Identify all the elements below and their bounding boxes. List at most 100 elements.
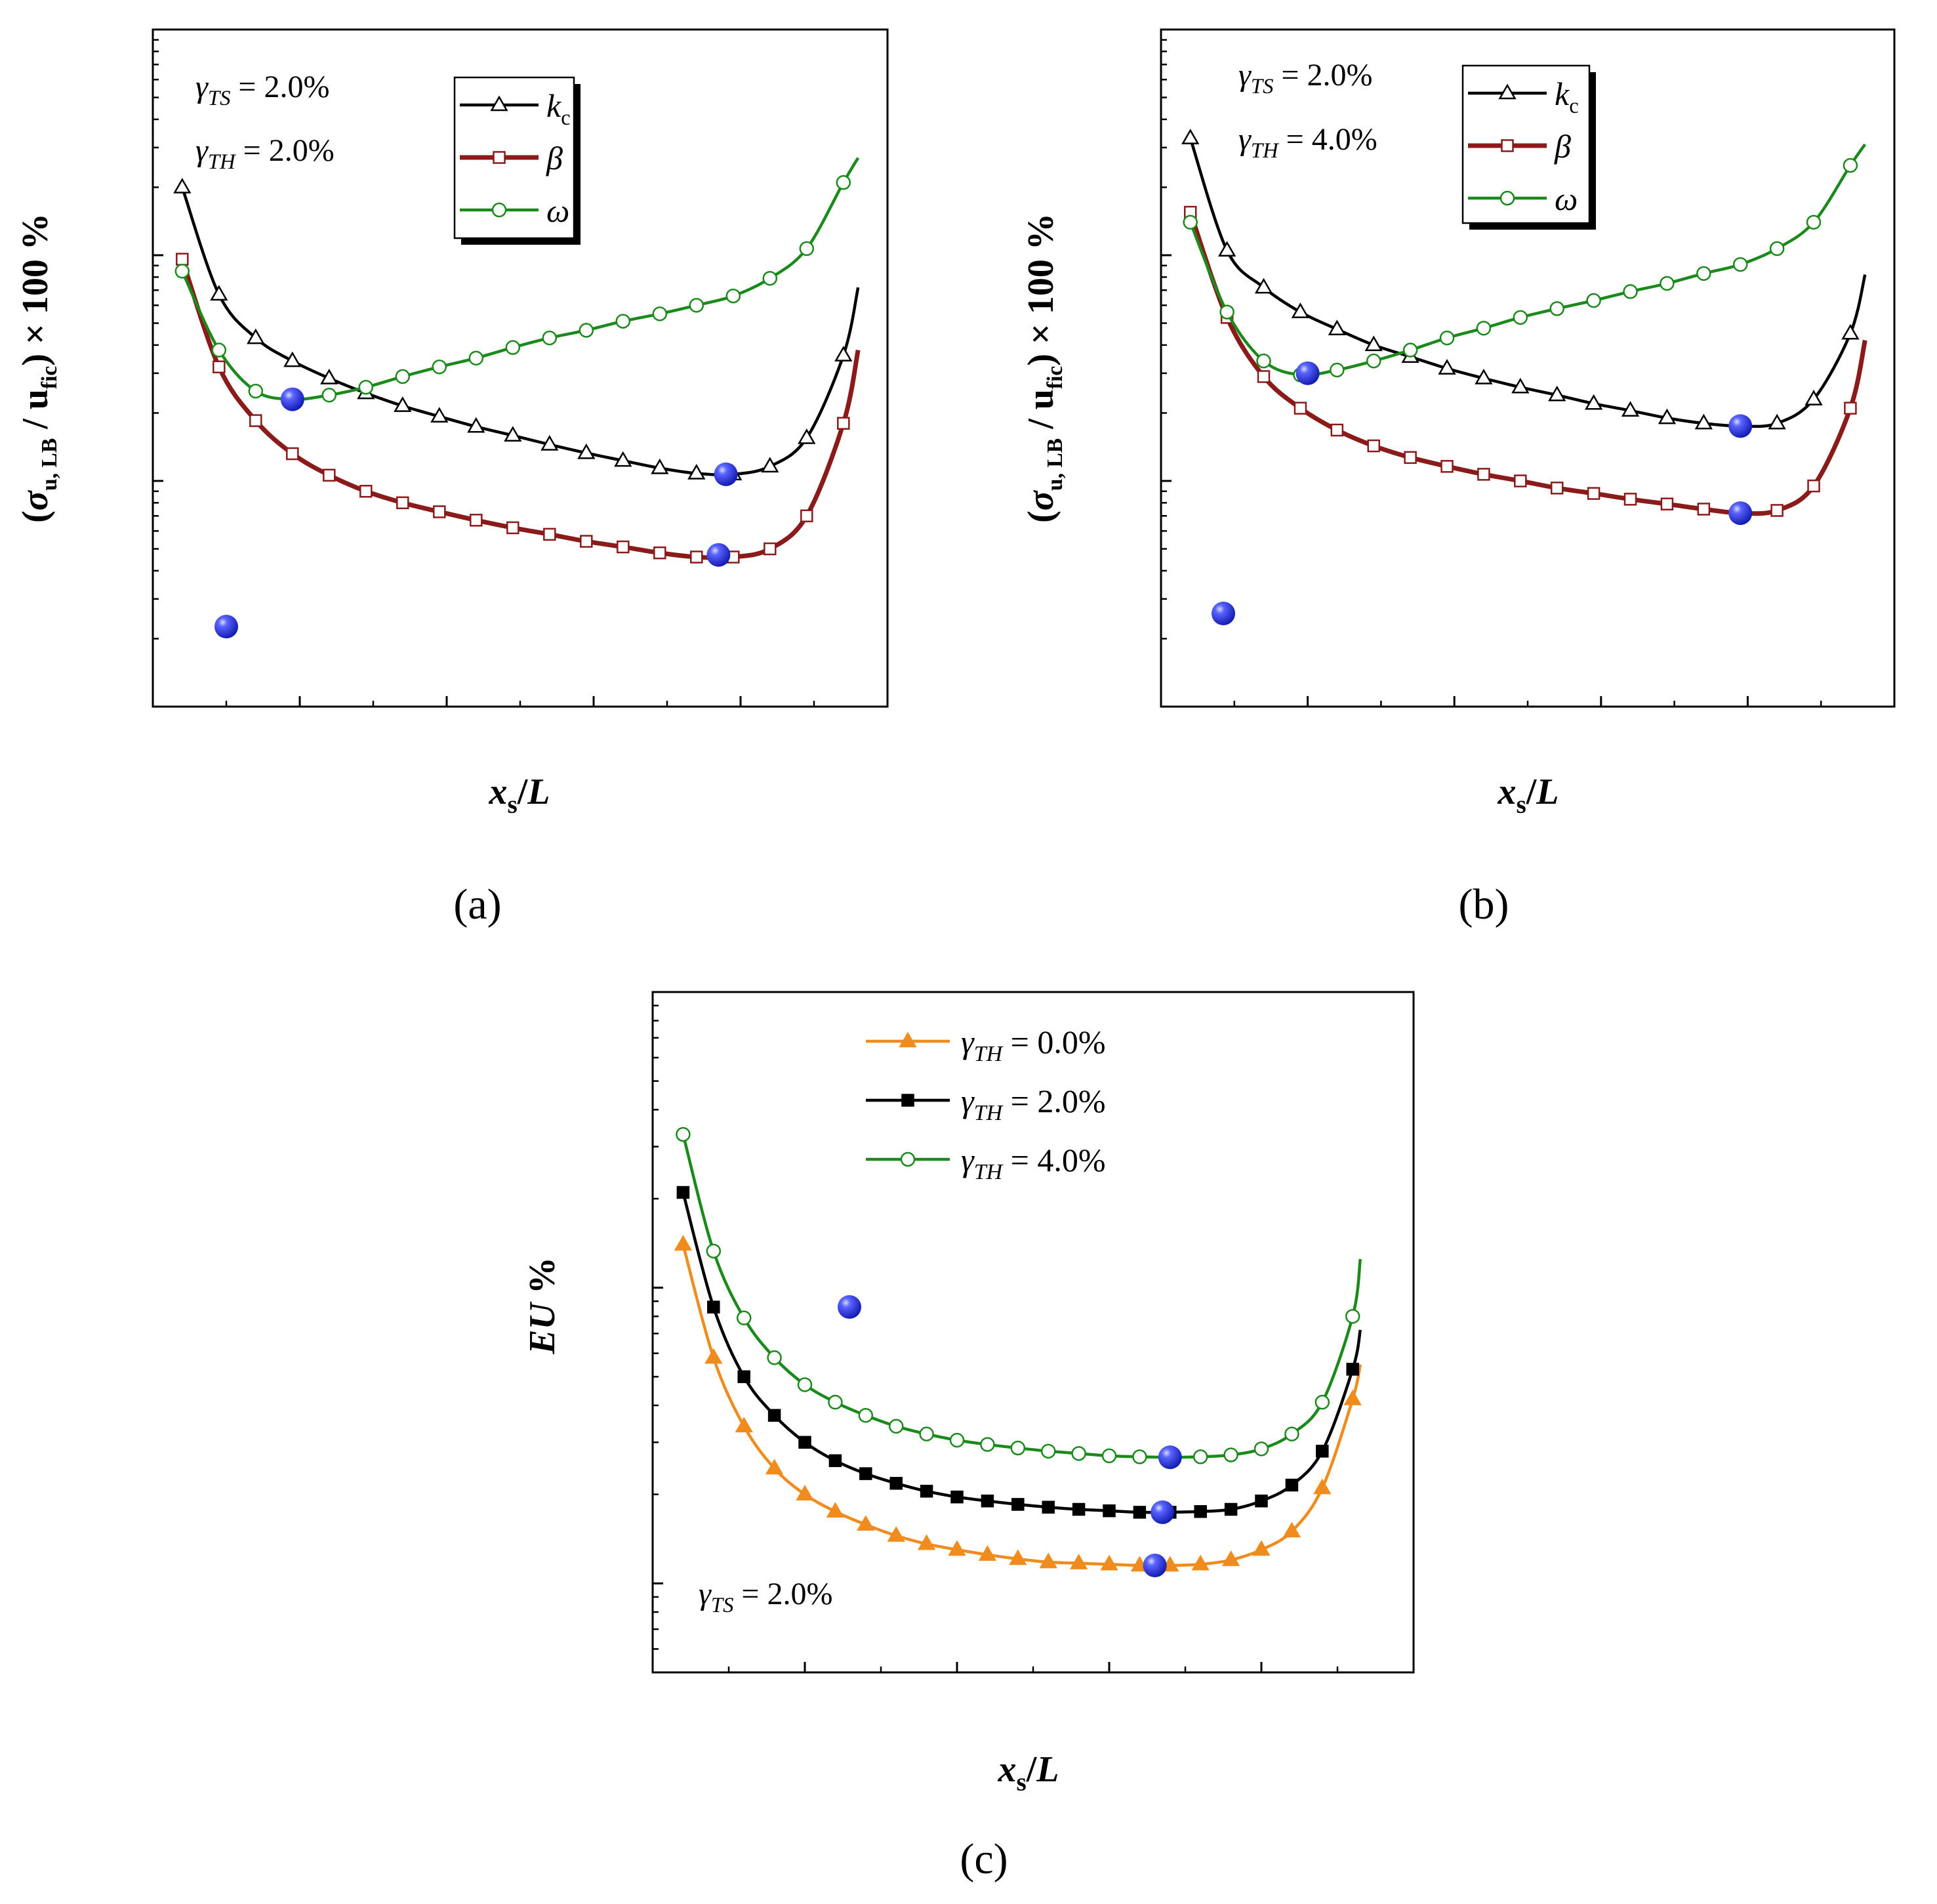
series-0-point <box>735 1417 753 1433</box>
series-2-point <box>468 350 484 366</box>
series-0-point <box>1621 401 1640 417</box>
y-axis-label: (σu, LB / ufic) × 100 % <box>15 213 62 523</box>
series-1-point <box>543 528 556 541</box>
series-1-point <box>1367 439 1380 453</box>
chart-panel-a: xs/L (σu, LB / ufic) × 100 % γTS = 2.0% γTH… <box>15 28 889 819</box>
series-2-point <box>211 342 227 358</box>
gamma-annotation: γTH = 2.0% <box>195 133 335 174</box>
series-0-point <box>320 369 338 384</box>
series-1-point <box>1477 468 1490 481</box>
series-1-point <box>1224 1502 1238 1516</box>
series-1-point <box>798 1436 811 1449</box>
optimal-point <box>706 543 731 567</box>
series-2-point <box>949 1432 965 1448</box>
series-2-point <box>767 1350 782 1365</box>
series-0-point <box>1009 1549 1027 1565</box>
series-1-point <box>1440 460 1454 473</box>
series-1-point <box>950 1490 964 1504</box>
series-2-point <box>1284 1426 1299 1441</box>
series-0-point <box>1804 390 1823 405</box>
panel-label-b: (b) <box>1459 880 1509 928</box>
legend-label: ω <box>1555 180 1578 217</box>
legend-label: ω <box>546 192 569 229</box>
series-2-point <box>1843 157 1858 173</box>
series-2-point <box>1696 266 1711 281</box>
series-2-point <box>736 1310 752 1326</box>
series-0-point <box>1254 278 1273 294</box>
gamma-annotation: γTS = 2.0% <box>699 1577 832 1617</box>
series-1-point <box>1103 1504 1116 1518</box>
legend-label: γTH = 4.0% <box>961 1142 1106 1184</box>
series-2-point <box>762 270 778 286</box>
legend-marker <box>900 1151 916 1167</box>
optimal-point <box>1728 414 1753 438</box>
panel-label-a: (a) <box>453 880 501 928</box>
series-0-point <box>540 434 559 451</box>
series-2-point <box>358 379 374 395</box>
series-0-point <box>1841 323 1860 340</box>
series-1-point <box>580 535 593 548</box>
series-2-point <box>1345 1309 1360 1324</box>
series-0-point <box>826 1502 845 1518</box>
legend-marker <box>1499 190 1515 206</box>
series-2-point <box>1366 353 1381 369</box>
optimal-point <box>280 387 304 411</box>
series-2-point <box>1101 1448 1117 1464</box>
series-0-point <box>765 1459 784 1475</box>
chart-panel-b: xs/L (σu, LB / ufic) × 100 % γTS = 2.0% γTH… <box>1021 28 1896 819</box>
optimal-point <box>1158 1445 1182 1470</box>
series-0-point <box>1313 1478 1332 1495</box>
series-1-point <box>1285 1478 1299 1492</box>
series-0-point <box>1511 377 1530 394</box>
series-1-point <box>981 1494 994 1508</box>
series-1-point <box>737 1370 750 1384</box>
series-0-point <box>1252 1540 1271 1556</box>
series-0-point <box>1343 1389 1362 1405</box>
series-1-point <box>676 1186 690 1199</box>
series-1-point <box>249 414 262 427</box>
series-1-point <box>1660 497 1674 510</box>
series-0-point <box>1364 335 1383 352</box>
series-2-point <box>395 369 411 384</box>
series-0-point <box>948 1540 966 1556</box>
series-2-point <box>1769 241 1785 257</box>
series-0-point <box>1282 1521 1301 1538</box>
series-0-point <box>887 1526 905 1542</box>
optimal-point <box>1728 501 1753 526</box>
series-1-point <box>1330 423 1344 437</box>
series-0-point <box>283 351 302 367</box>
series-2-point <box>1183 215 1198 230</box>
series-1-point <box>1257 370 1271 383</box>
series-2-point <box>1549 301 1564 316</box>
series-0-point <box>247 328 265 344</box>
series-1-point <box>767 1409 781 1422</box>
legend-marker <box>1498 83 1517 100</box>
series-2-point <box>321 387 337 403</box>
series-1-point <box>1294 402 1307 415</box>
series-1-point <box>1770 504 1784 517</box>
series-2-point <box>919 1426 934 1441</box>
series-1-point <box>920 1485 933 1498</box>
series-1-point <box>1072 1502 1086 1516</box>
legend-marker <box>899 1031 917 1048</box>
optimal-legend-marker <box>1212 602 1235 625</box>
series-2-point <box>1513 310 1528 325</box>
series-0-point <box>173 177 192 194</box>
series-1-point <box>1550 482 1564 495</box>
x-axis-label: xs/L <box>997 1749 1059 1796</box>
series-1-point <box>1316 1445 1329 1458</box>
series-0-point <box>614 451 632 467</box>
series-2-point <box>1256 353 1271 369</box>
series-2-point <box>1219 304 1234 320</box>
series-0-point <box>1584 394 1603 410</box>
series-2-point <box>980 1437 995 1452</box>
series-1-point <box>707 1300 720 1314</box>
series-1-point <box>323 468 336 482</box>
series-2-point <box>1315 1394 1330 1410</box>
series-1-point <box>470 514 483 527</box>
legend-label: γTH = 2.0% <box>961 1083 1106 1125</box>
series-2-point <box>432 359 447 375</box>
series-1-point <box>1011 1498 1025 1511</box>
series-2-point <box>1132 1449 1147 1464</box>
series-2-point <box>799 241 815 257</box>
